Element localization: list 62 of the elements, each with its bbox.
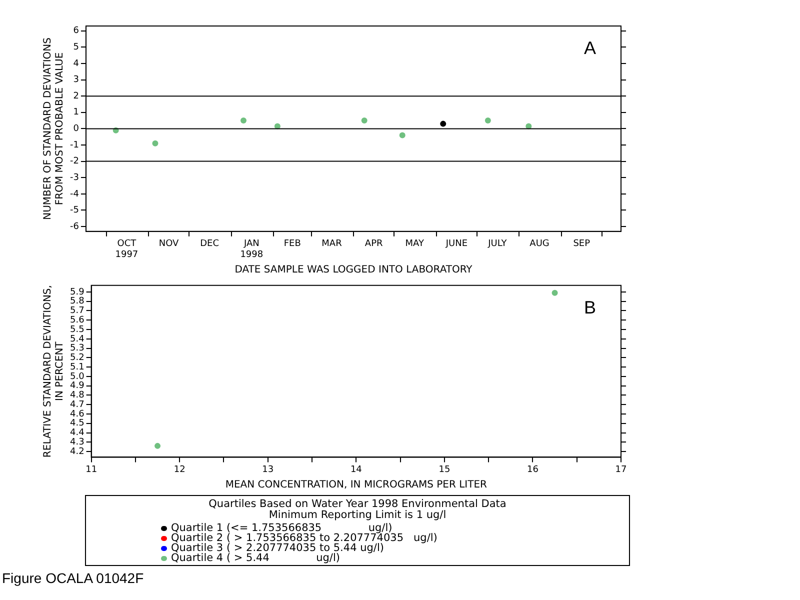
y-tick-label: 5.8 — [70, 296, 85, 307]
y-tick-label: 4.4 — [70, 428, 85, 438]
y-tick-label: -4 — [70, 189, 80, 200]
y-tick-label: 4.2 — [70, 446, 84, 457]
x-tick-label: JAN 1998 — [240, 239, 264, 260]
x-axis-title: DATE SAMPLE WAS LOGGED INTO LABORATORY — [234, 264, 474, 276]
x-tick-label: MAY — [405, 239, 424, 250]
y-tick-label: 5.5 — [70, 324, 84, 335]
legend-title: Quartiles Based on Water Year 1998 Environmental Data Minimum Reporting Limit is 1 ug/l — [208, 498, 508, 521]
y-tick-label: 5.1 — [70, 362, 84, 372]
x-tick-label: MAR — [322, 239, 342, 250]
y-tick-label: 4.5 — [70, 418, 84, 429]
y-tick-label: 4.6 — [70, 409, 85, 420]
x-tick-label: JUNE — [444, 239, 468, 250]
y-tick-label: 5 — [73, 42, 79, 53]
y-tick-label: -2 — [70, 156, 79, 167]
y-axis-title: NUMBER OF STANDARD DEVIATIONS FROM MOST PROBABLE VALUE — [42, 38, 66, 220]
x-tick-label: AUG — [530, 239, 550, 250]
legend-label: Quartile 4 ( > 5.44 ug/l) — [171, 552, 340, 564]
x-tick-label: OCT 1997 — [115, 239, 138, 260]
y-tick-label: 5.0 — [70, 372, 85, 382]
annotation: B — [584, 297, 596, 318]
y-tick-label: 5.2 — [70, 353, 84, 364]
x-tick-label: JULY — [487, 239, 508, 250]
y-tick-label: 4.3 — [70, 438, 84, 448]
y-tick-label: 4.8 — [70, 390, 85, 401]
y-tick-label: 1 — [73, 108, 79, 118]
x-tick-label: 12 — [174, 464, 186, 475]
y-tick-label: -5 — [70, 206, 79, 216]
x-tick-label: 15 — [438, 464, 450, 475]
x-tick-label: 11 — [86, 464, 98, 475]
annotation: A — [584, 38, 596, 58]
x-tick-label: 17 — [615, 464, 627, 475]
legend-label: Quartile 1 (<= 1.753566835 ug/l) — [171, 522, 392, 534]
x-tick-label: 16 — [526, 464, 539, 475]
y-tick-label: -1 — [70, 140, 79, 150]
y-tick-label: 0 — [73, 124, 80, 134]
y-tick-label: 5.6 — [70, 315, 85, 326]
y-tick-label: 6 — [73, 26, 80, 36]
y-tick-label: 5.7 — [70, 306, 84, 316]
y-tick-label: 5.3 — [70, 344, 84, 354]
x-axis-title: MEAN CONCENTRATION, IN MICROGRAMS PER LITER — [225, 480, 488, 491]
text: Figure OCALA 01042F — [2, 570, 144, 586]
y-tick-label: 5.9 — [70, 287, 85, 298]
y-tick-label: -3 — [70, 172, 79, 183]
x-tick-label: DEC — [200, 239, 219, 250]
x-tick-label: APR — [364, 239, 383, 250]
y-tick-label: 4 — [73, 58, 80, 69]
y-tick-label: 4.7 — [70, 400, 84, 410]
y-tick-label: 2 — [73, 91, 79, 102]
y-tick-label: -6 — [70, 222, 80, 232]
y-axis-title: RELATIVE STANDARD DEVIATIONS, IN PERCENT — [42, 285, 66, 458]
x-tick-label: 13 — [262, 464, 274, 475]
x-tick-label: SEP — [573, 239, 591, 250]
legend-label: Quartile 2 ( > 1.753566835 to 2.207774035 ug/l) — [171, 532, 438, 544]
y-tick-label: 4.9 — [70, 381, 85, 392]
legend-label: Quartile 3 ( > 2.207774035 to 5.44 ug/l) — [171, 542, 384, 554]
y-tick-label: 5.4 — [70, 334, 85, 344]
x-tick-label: 14 — [350, 464, 362, 475]
x-tick-label: NOV — [158, 239, 180, 250]
y-tick-label: 3 — [73, 75, 79, 86]
x-tick-label: FEB — [284, 239, 301, 250]
